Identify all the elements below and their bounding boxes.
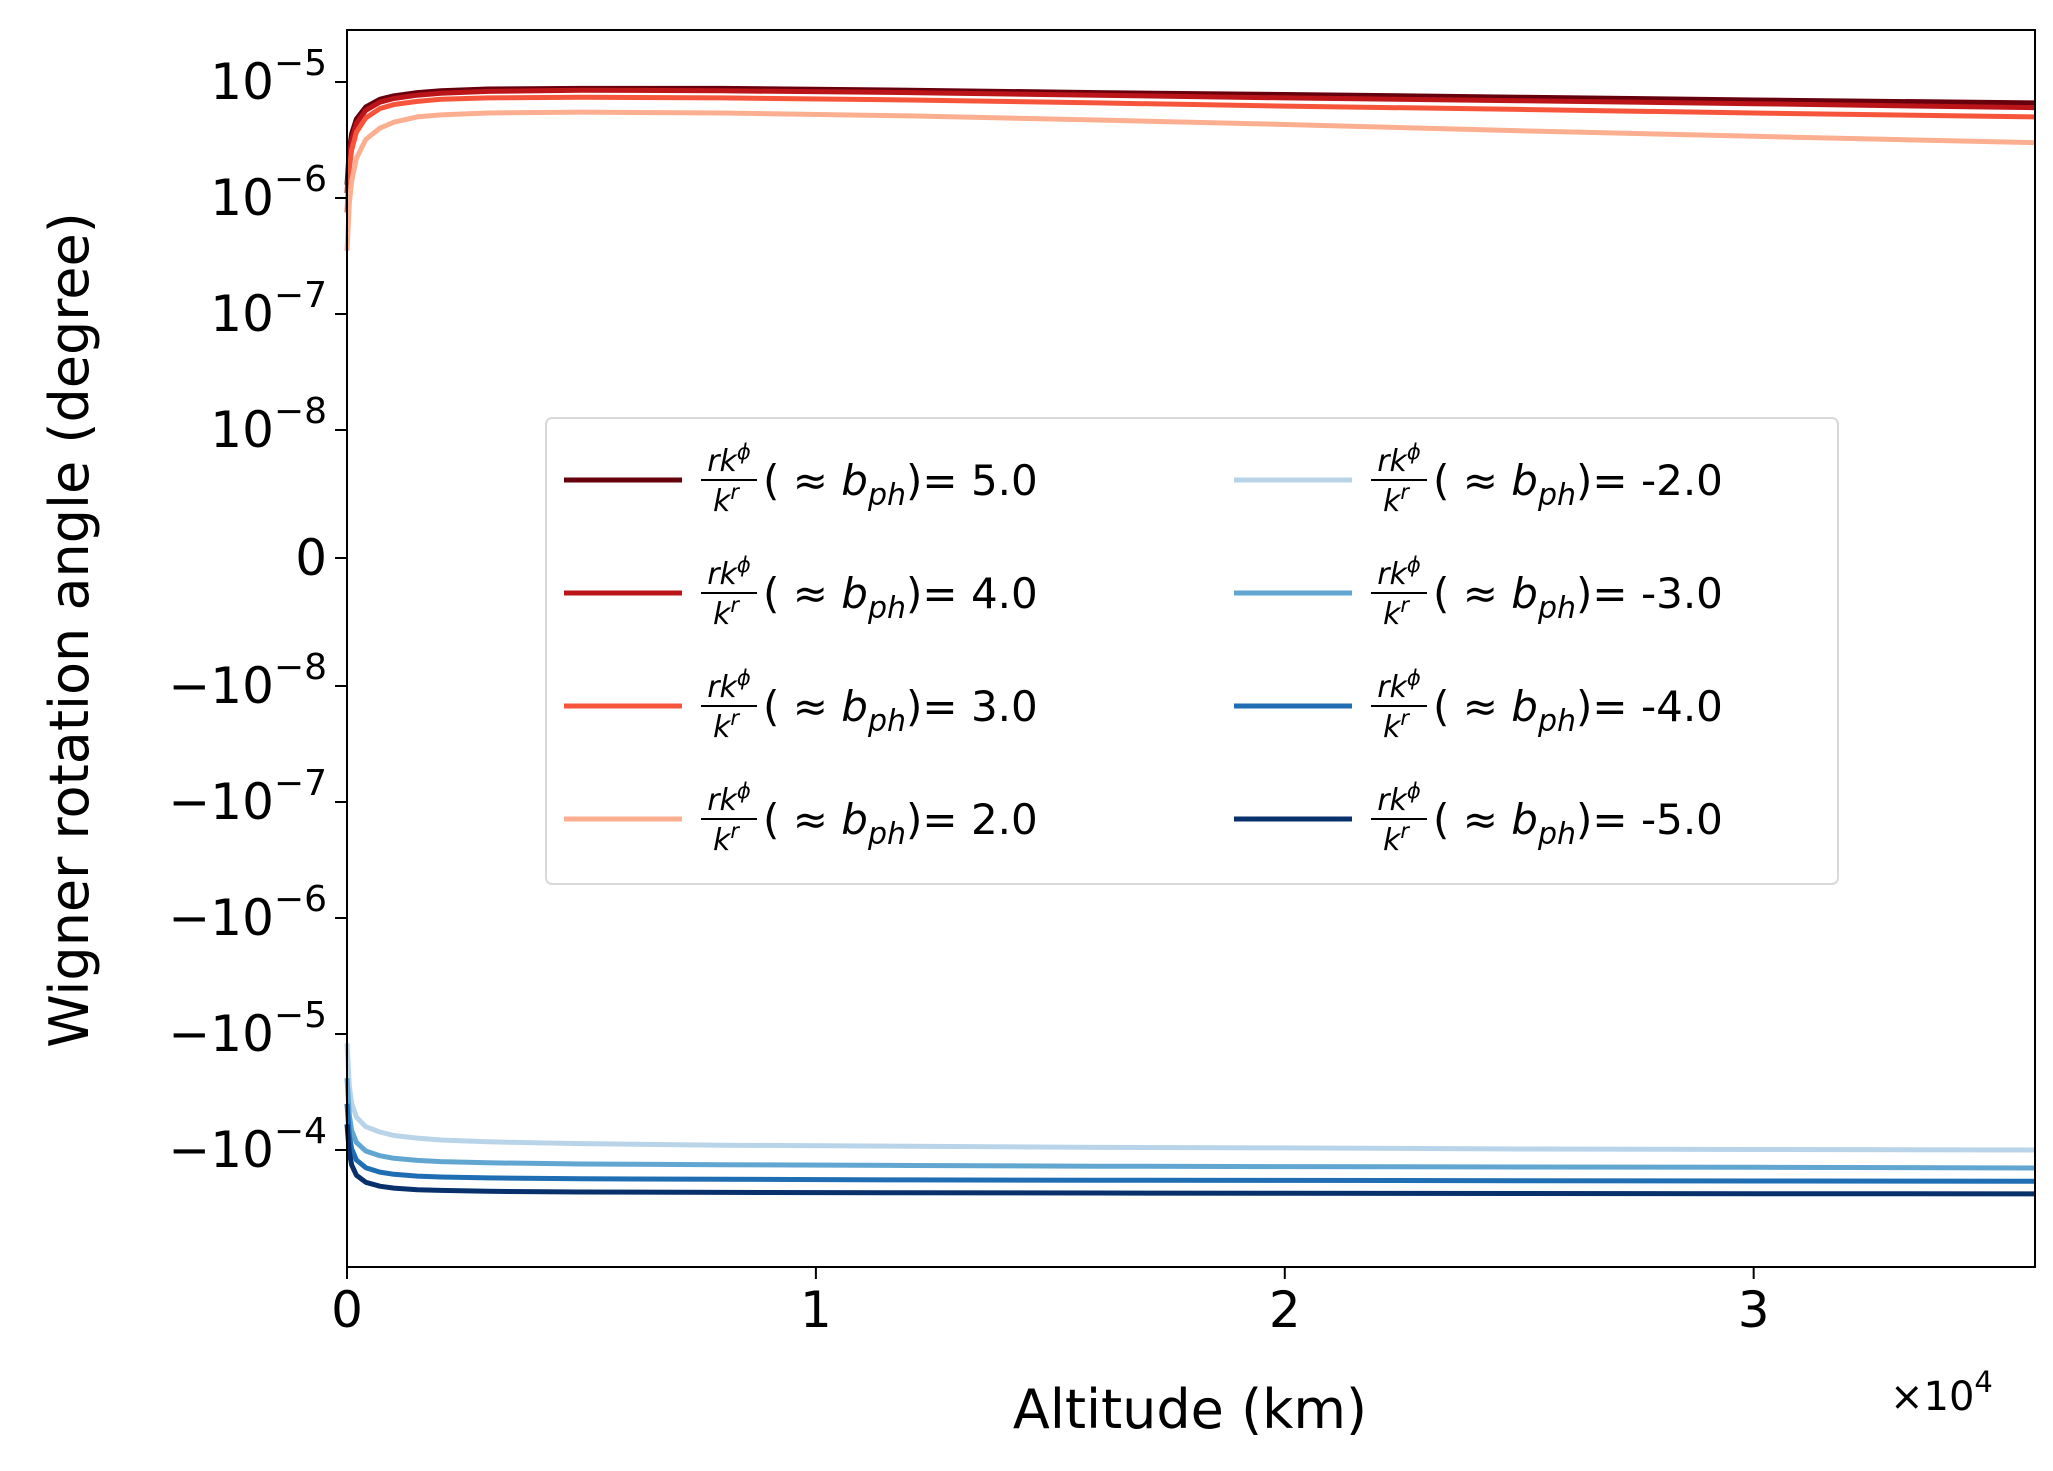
legend-label-1: ( ≈ bph)= 4.0 [763,569,1038,626]
y-tick-label-6: −10−7 [168,763,327,831]
legend-frac-den-1: kr [713,593,740,632]
y-tick-base-5: −10 [168,657,274,715]
legend-label-7: ( ≈ bph)= -5.0 [1433,795,1723,852]
series-layer [344,85,2036,1197]
y-tick-exp-6: −7 [274,763,327,804]
series-line-5 [344,1077,2036,1171]
y-tick-label-0: 10−5 [210,43,327,111]
legend-frac-den-7: kr [1383,819,1410,858]
legend-frac-den-0: kr [713,480,740,519]
y-tick-exp-5: −8 [274,647,327,688]
y-tick-label-5: −10−8 [168,647,327,715]
legend-label-2: ( ≈ bph)= 3.0 [763,682,1038,739]
x-tick-label-1: 1 [800,1281,832,1339]
legend-frac-num-7: rkϕ [1377,779,1421,818]
legend-label-5: ( ≈ bph)= -3.0 [1433,569,1723,626]
legend-frac-num-6: rkϕ [1377,666,1421,705]
y-tick-base-3: 10 [210,401,274,459]
series-line-4 [344,1043,2036,1153]
legend-frac-den-4: kr [1383,480,1410,519]
y-tick-base-0: 10 [210,53,274,111]
y-tick-label-1: 10−6 [210,159,327,227]
y-tick-exp-9: −4 [274,1111,327,1152]
y-tick-label-2: 10−7 [210,275,327,343]
y-tick-base-1: 10 [210,169,274,227]
legend-frame [545,417,1839,885]
y-tick-exp-2: −7 [274,275,327,316]
y-axis-label: Wigner rotation angle (degree) [38,212,101,1048]
legend-frac-num-2: rkϕ [707,666,751,705]
y-tick-label-8: −10−5 [168,995,327,1063]
axes-layer: 0 1 2 310−510−610−710−80−10−8−10−7−10−6−10−… [168,29,2036,1339]
x-axis-label: Altitude (km) [1013,1378,1367,1441]
legend-frac-num-5: rkϕ [1377,553,1421,592]
x-tick-label-0: 0 [331,1281,363,1339]
y-tick-exp-8: −5 [274,995,327,1036]
series-line-2 [344,94,2036,213]
series-line-7 [344,1124,2036,1197]
y-tick-label-9: −10−4 [168,1111,327,1179]
legend-frac-den-6: kr [1383,706,1410,745]
x-axis-multiplier: ×104 [1890,1365,1993,1420]
series-line-1 [344,87,2036,194]
y-tick-base-8: −10 [168,1005,274,1063]
y-tick-exp-7: −6 [274,879,327,920]
y-tick-base-2: 10 [210,285,274,343]
legend-frac-num-1: rkϕ [707,553,751,592]
y-tick-base-7: −10 [168,889,274,947]
legend-label-4: ( ≈ bph)= -2.0 [1433,456,1723,513]
series-line-6 [344,1103,2036,1184]
legend-frac-num-4: rkϕ [1377,440,1421,479]
y-tick-exp-0: −5 [274,43,327,84]
x-tick-label-3: 3 [1738,1281,1770,1339]
y-tick-exp-3: −8 [274,391,327,432]
legend-frac-num-3: rkϕ [707,779,751,818]
legend-frac-den-5: kr [1383,593,1410,632]
y-tick-label-4: 0 [295,529,327,587]
y-tick-base-9: −10 [168,1121,274,1179]
y-tick-label-3: 10−8 [210,391,327,459]
legend-frac-num-0: rkϕ [707,440,751,479]
series-line-3 [344,109,2036,252]
x-tick-label-2: 2 [1269,1281,1301,1339]
y-tick-label-7: −10−6 [168,879,327,947]
legend-label-6: ( ≈ bph)= -4.0 [1433,682,1723,739]
y-tick-exp-1: −6 [274,159,327,200]
legend-frac-den-3: kr [713,819,740,858]
plot-frame [346,29,2036,1268]
legend-label-0: ( ≈ bph)= 5.0 [763,456,1038,513]
y-tick-base-6: −10 [168,773,274,831]
legend-frac-den-2: kr [713,706,740,745]
legend-label-3: ( ≈ bph)= 2.0 [763,795,1038,852]
